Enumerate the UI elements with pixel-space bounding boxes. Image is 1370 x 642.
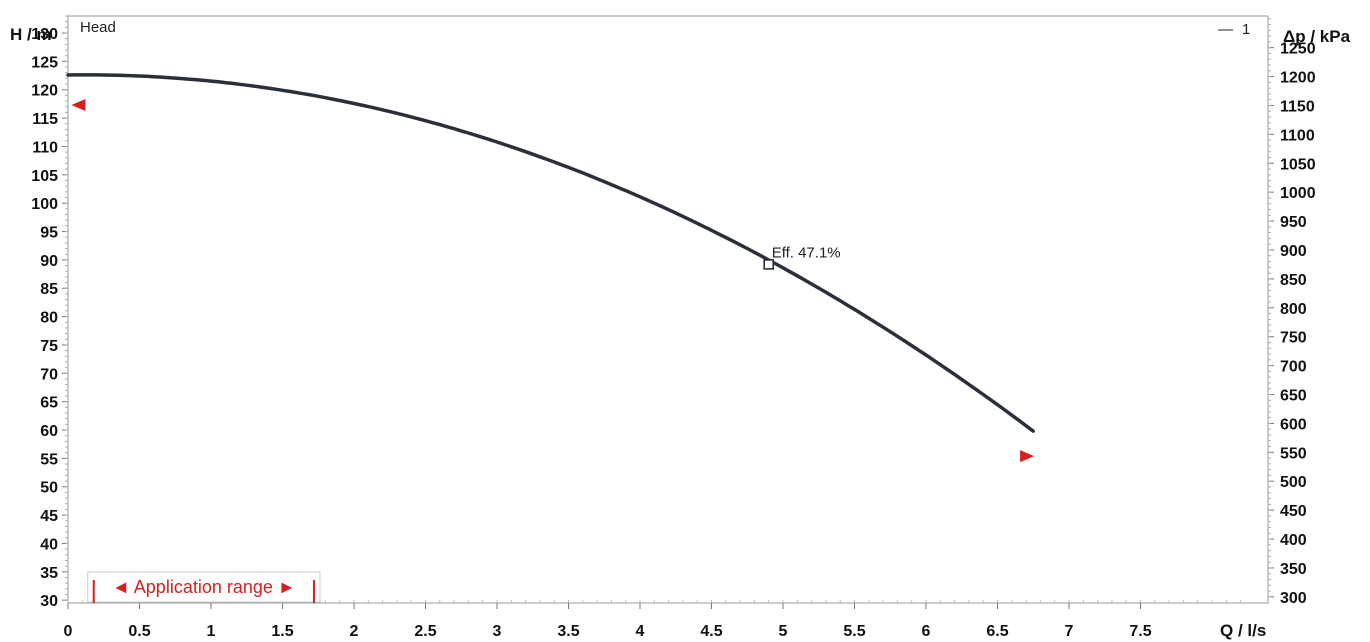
y-tick-label-right: 750 [1280,330,1307,347]
y-axis-label-left: H / m [10,25,52,44]
y-tick-label-left: 55 [40,451,58,468]
x-tick-label: 0.5 [128,623,150,640]
y-tick-label-right: 350 [1280,561,1307,578]
y-tick-label-left: 40 [40,536,58,553]
y-tick-label-left: 30 [40,593,58,610]
x-tick-label: 4.5 [700,623,722,640]
y-tick-label-left: 65 [40,395,58,412]
x-axis-label: Q / l/s [1220,621,1266,640]
y-tick-label-left: 90 [40,253,58,270]
left-limit-marker [71,99,86,112]
y-tick-label-left: 125 [31,54,58,71]
x-tick-label: 3 [493,623,502,640]
y-tick-label-left: 105 [31,168,58,185]
y-tick-label-right: 900 [1280,243,1307,260]
y-tick-label-right: 950 [1280,214,1307,231]
y-tick-label-left: 100 [31,196,58,213]
x-tick-label: 7 [1065,623,1074,640]
panel-title: Head [80,19,116,36]
y-tick-label-left: 35 [40,565,58,582]
y-tick-label-left: 115 [32,111,58,128]
y-tick-label-left: 80 [40,310,58,327]
y-tick-label-right: 450 [1280,503,1307,520]
y-tick-label-right: 1050 [1280,156,1316,173]
x-tick-label: 6.5 [986,623,1008,640]
y-tick-label-left: 75 [40,338,58,355]
y-tick-label-right: 1000 [1280,185,1316,202]
y-tick-label-left: 120 [31,83,58,100]
y-tick-label-left: 70 [40,366,58,383]
x-tick-label: 0 [64,623,73,640]
y-tick-label-left: 130 [31,26,58,43]
y-tick-label-left: 45 [40,508,58,525]
y-tick-label-right: 650 [1280,388,1307,405]
legend: — 1 [1218,21,1250,38]
y-tick-label-right: 300 [1280,590,1307,607]
x-tick-label: 6 [922,623,931,640]
y-tick-label-left: 60 [40,423,58,440]
minor-tick-marks [65,15,1271,603]
x-tick-label: 7.5 [1129,623,1151,640]
y-tick-label-left: 85 [40,281,58,298]
y-tick-label-right: 500 [1280,474,1307,491]
y-tick-label-left: 50 [40,480,58,497]
y-tick-label-right: 400 [1280,532,1307,549]
efficiency-annotation: Eff. 47.1% [772,244,841,261]
head-curve-series-1 [66,73,1035,433]
x-tick-label: 4 [636,623,645,640]
y-tick-label-right: 1150 [1280,98,1315,115]
application-range-box [87,571,321,603]
x-tick-label: 5 [779,623,788,640]
y-tick-label-right: 1100 [1280,127,1315,144]
x-tick-label: 1 [207,623,216,640]
axis-ticks: 3035404550556065707580859095100105110115… [31,26,1315,640]
y-tick-label-right: 600 [1280,416,1307,433]
right-limit-marker [1020,450,1035,463]
y-tick-label-right: 800 [1280,301,1307,318]
legend-line-symbol: — [1218,21,1233,38]
y-tick-label-left: 110 [32,139,58,156]
application-range-label: ◄ Application range ► [112,577,296,597]
x-tick-label: 1.5 [271,623,293,640]
x-tick-label: 2.5 [414,623,436,640]
y-tick-label-right: 850 [1280,272,1307,289]
x-tick-label: 2 [350,623,359,640]
y-tick-label-right: 700 [1280,359,1307,376]
y-tick-label-right: 550 [1280,445,1307,462]
x-tick-label: 3.5 [557,623,579,640]
y-tick-label-right: 1200 [1280,70,1316,87]
x-tick-label: 5.5 [843,623,865,640]
y-axis-label-right: Δp / kPa [1283,27,1351,46]
y-tick-label-right: 1250 [1280,41,1316,58]
y-tick-label-left: 95 [40,225,58,242]
plot-frame [67,15,1269,604]
application-range: ◄ Application range ► [87,571,321,603]
operating-point-marker [763,259,775,270]
legend-series-label: 1 [1242,21,1250,38]
